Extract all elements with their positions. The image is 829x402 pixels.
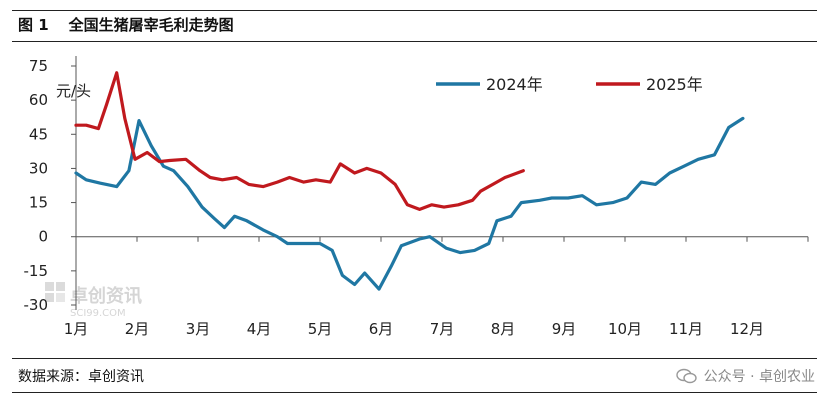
x-tick-label: 9月 — [552, 320, 577, 338]
credit-text: 公众号 · 卓创农业 — [703, 369, 815, 385]
y-tick-label: -30 — [24, 296, 49, 314]
watermark: 卓创资讯 SCI99.COM — [45, 282, 142, 319]
x-tick-label: 7月 — [430, 320, 455, 338]
bottom-rule — [12, 392, 817, 393]
x-tick-label: 6月 — [369, 320, 394, 338]
watermark-cn: 卓创资讯 — [70, 285, 142, 307]
figure-caption: 图 1 全国生猪屠宰毛利走势图 — [18, 14, 234, 35]
x-tick-label: 11月 — [669, 320, 703, 338]
x-tick-label: 4月 — [247, 320, 272, 338]
series-lines — [74, 71, 745, 291]
x-tick-label: 12月 — [730, 320, 764, 338]
watermark-logo-icon — [45, 282, 65, 302]
x-tick-label: 5月 — [308, 320, 333, 338]
series-line-2025 — [74, 71, 525, 211]
top-rule — [12, 10, 817, 11]
y-tick-label: -15 — [24, 262, 49, 280]
y-tick-label: 60 — [29, 91, 48, 109]
y-tick-label: 0 — [38, 228, 48, 246]
legend: 2024年 2025年 — [436, 75, 703, 94]
y-tick-label: 75 — [29, 57, 48, 75]
figure-title: 全国生猪屠宰毛利走势图 — [68, 16, 234, 34]
x-tick-label: 1月 — [64, 320, 89, 338]
data-source: 数据来源：卓创资讯 — [18, 369, 144, 385]
series-line-2024 — [74, 116, 745, 291]
x-axis-ticks: 1月 2月 3月 4月 5月 6月 7月 8月 9月 10月 11月 12月 — [64, 236, 809, 338]
y-tick-label: 45 — [29, 125, 48, 143]
wechat-credit: 公众号 · 卓创农业 — [675, 366, 815, 386]
legend-label: 2025年 — [646, 75, 703, 94]
wechat-icon — [675, 368, 697, 384]
y-tick-label: 30 — [29, 159, 48, 177]
y-axis-label: 元/头 — [56, 82, 91, 100]
caption-rule — [12, 41, 817, 42]
x-tick-label: 8月 — [491, 320, 516, 338]
legend-label: 2024年 — [486, 75, 543, 94]
x-tick-label: 10月 — [608, 320, 642, 338]
watermark-en: SCI99.COM — [70, 308, 126, 319]
y-axis-ticks: -30 -15 0 15 30 45 60 75 — [24, 57, 76, 314]
x-tick-label: 2月 — [125, 320, 150, 338]
y-tick-label: 15 — [29, 194, 48, 212]
x-tick-label: 3月 — [186, 320, 211, 338]
figure-number: 图 1 — [18, 16, 49, 34]
source-rule — [12, 358, 817, 359]
